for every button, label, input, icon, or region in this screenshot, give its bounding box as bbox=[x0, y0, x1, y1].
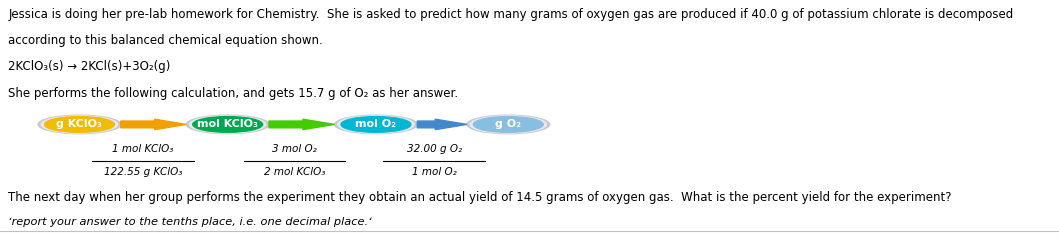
Text: g KClO₃: g KClO₃ bbox=[56, 119, 103, 129]
Polygon shape bbox=[121, 119, 186, 130]
Text: mol KClO₃: mol KClO₃ bbox=[197, 119, 258, 129]
Circle shape bbox=[470, 116, 546, 133]
Circle shape bbox=[186, 115, 269, 134]
Text: ʻreport your answer to the tenths place, i.e. one decimal place.ʻ: ʻreport your answer to the tenths place,… bbox=[8, 217, 372, 227]
Text: The next day when her group performs the experiment they obtain an actual yield : The next day when her group performs the… bbox=[8, 191, 952, 204]
Text: 2KClO₃(s) → 2KCl(s)+3O₂(g): 2KClO₃(s) → 2KCl(s)+3O₂(g) bbox=[8, 60, 170, 73]
Circle shape bbox=[341, 117, 411, 132]
Circle shape bbox=[190, 116, 266, 133]
Text: Jessica is doing her pre-lab homework for Chemistry.  She is asked to predict ho: Jessica is doing her pre-lab homework fo… bbox=[8, 8, 1013, 21]
Circle shape bbox=[338, 116, 414, 133]
Circle shape bbox=[38, 115, 121, 134]
Text: according to this balanced chemical equation shown.: according to this balanced chemical equa… bbox=[8, 34, 323, 47]
Text: 2 mol KClO₃: 2 mol KClO₃ bbox=[264, 167, 325, 177]
Text: 1 mol KClO₃: 1 mol KClO₃ bbox=[112, 144, 174, 154]
Circle shape bbox=[467, 115, 550, 134]
Text: She performs the following calculation, and gets 15.7 g of O₂ as her answer.: She performs the following calculation, … bbox=[8, 87, 459, 100]
Circle shape bbox=[473, 117, 543, 132]
Polygon shape bbox=[417, 119, 467, 130]
Circle shape bbox=[193, 117, 263, 132]
Text: 32.00 g O₂: 32.00 g O₂ bbox=[407, 144, 462, 154]
Text: g O₂: g O₂ bbox=[496, 119, 521, 129]
Text: 122.55 g KClO₃: 122.55 g KClO₃ bbox=[104, 167, 182, 177]
Text: 1 mol O₂: 1 mol O₂ bbox=[412, 167, 456, 177]
Text: 3 mol O₂: 3 mol O₂ bbox=[272, 144, 317, 154]
Polygon shape bbox=[269, 119, 335, 130]
Circle shape bbox=[335, 115, 417, 134]
Circle shape bbox=[41, 116, 118, 133]
Text: mol O₂: mol O₂ bbox=[356, 119, 396, 129]
Circle shape bbox=[44, 117, 114, 132]
